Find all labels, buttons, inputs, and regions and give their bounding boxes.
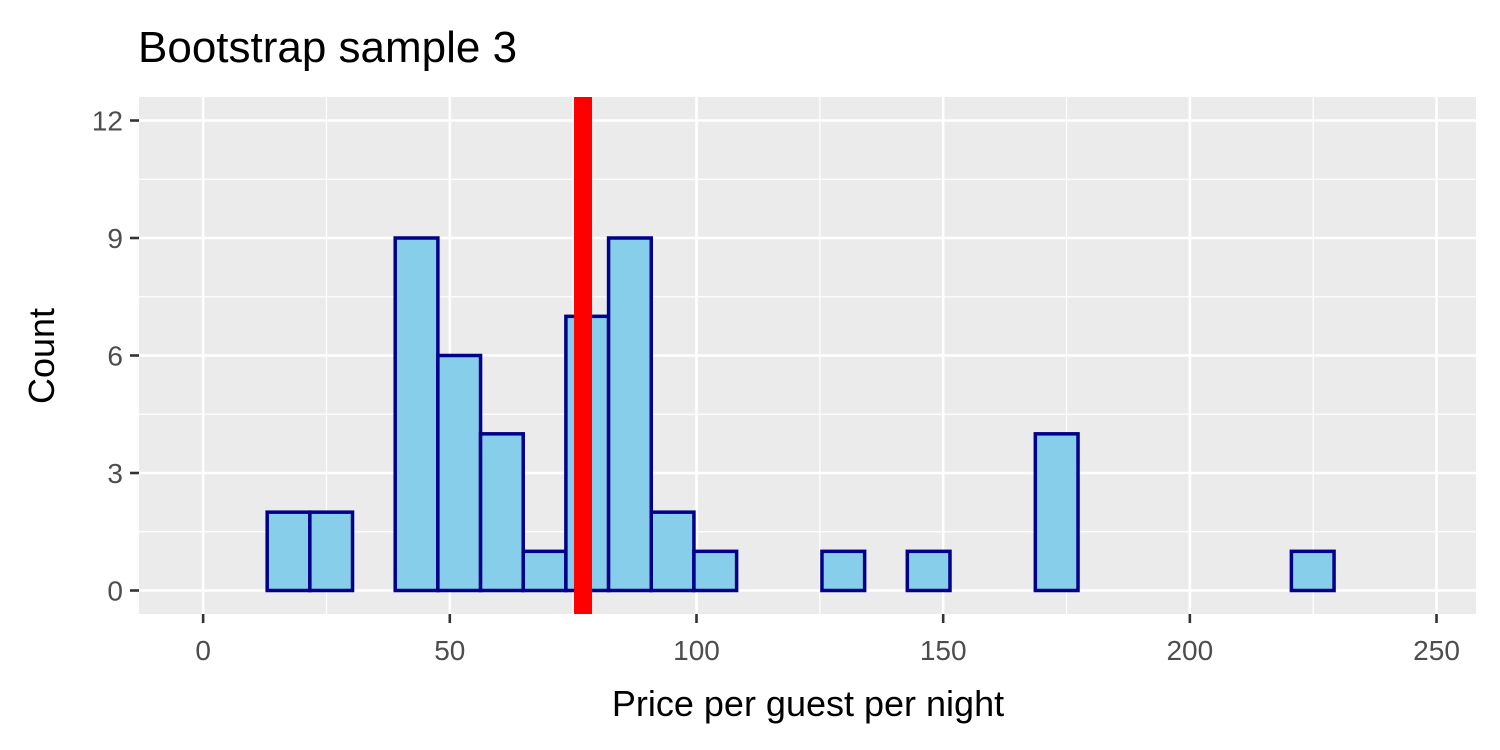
x-tick-labels: 0 50 100 150 200 250 (195, 635, 1460, 666)
x-tick-label: 50 (434, 635, 465, 666)
y-tick-label: 6 (107, 341, 123, 372)
histogram-bar (393, 236, 440, 593)
y-axis-title: Count (21, 308, 62, 404)
histogram-bar (436, 353, 483, 593)
histogram-bar (308, 510, 355, 593)
histogram-bar (649, 510, 696, 593)
histogram-bar (1033, 432, 1080, 593)
histogram-bar (521, 549, 568, 593)
x-tick-label: 0 (195, 635, 211, 666)
y-tick-labels: 0 3 6 9 12 (92, 106, 123, 607)
histogram-bar (820, 549, 867, 593)
x-tick-label: 100 (673, 635, 720, 666)
histogram-bar (692, 549, 739, 593)
chart-title: Bootstrap sample 3 (138, 23, 517, 72)
histogram-bar (1289, 549, 1336, 593)
x-tick-label: 200 (1166, 635, 1213, 666)
y-tick-label: 0 (107, 576, 123, 607)
y-tick-label: 9 (107, 223, 123, 254)
histogram-bar (905, 549, 952, 593)
x-tick-label: 150 (920, 635, 967, 666)
x-axis-title: Price per guest per night (612, 683, 1004, 724)
y-tick-label: 3 (107, 458, 123, 489)
y-tick-label: 12 (92, 106, 123, 137)
axis-ticks (130, 119, 1438, 623)
histogram-bar (265, 510, 312, 593)
histogram-bar (478, 432, 525, 593)
histogram-bar (606, 236, 654, 593)
x-tick-label: 250 (1413, 635, 1460, 666)
